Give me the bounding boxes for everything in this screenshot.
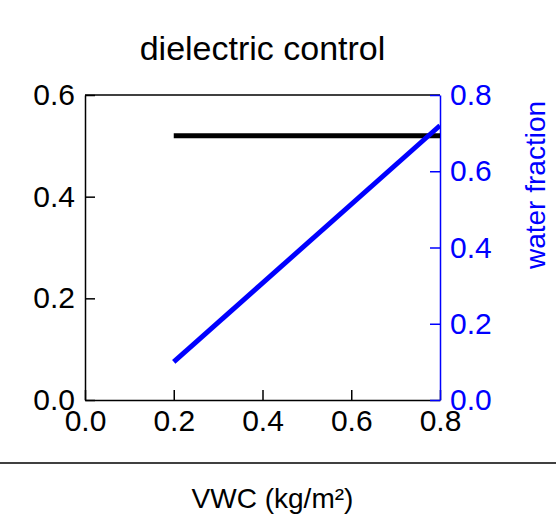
tick-label: 0.8 bbox=[450, 78, 492, 111]
y-axis: 0.0 0.2 0.4 0.6 bbox=[33, 78, 95, 416]
frame-top bbox=[85, 94, 440, 96]
plot: 0.00.20.40.60.80.00.20.40.60.00.20.40.60… bbox=[33, 78, 491, 437]
tick-mark bbox=[85, 400, 95, 402]
tick-mark bbox=[85, 95, 95, 97]
tick: 0.0 bbox=[33, 383, 95, 416]
tick-label: 0.2 bbox=[33, 281, 75, 314]
tick-label: 0.6 bbox=[33, 78, 75, 111]
x-axis: 0.00.20.40.60.8 bbox=[65, 390, 462, 437]
tick: 0.8 bbox=[430, 78, 492, 111]
y2-axis-title: water fraction bbox=[520, 101, 551, 270]
tick-label: 0.6 bbox=[450, 154, 492, 187]
tick: 0.4 bbox=[430, 231, 492, 264]
tick: 0.4 bbox=[242, 390, 284, 437]
tick-label: 0.4 bbox=[242, 404, 284, 437]
x-axis-title: VWC (kg/m²) bbox=[192, 483, 354, 514]
title: dielectric control bbox=[140, 29, 386, 67]
tick-mark bbox=[430, 171, 440, 173]
tick-mark bbox=[351, 390, 353, 400]
tick-mark bbox=[85, 196, 95, 198]
tick: 0.4 bbox=[33, 180, 95, 213]
tick: 0.2 bbox=[153, 390, 195, 437]
tick: 0.0 bbox=[430, 383, 492, 416]
line bbox=[174, 133, 440, 138]
tick: 0.6 bbox=[33, 78, 95, 111]
y-axis-line bbox=[85, 96, 87, 401]
tick-mark bbox=[430, 324, 440, 326]
tick-label: 0.0 bbox=[33, 383, 75, 416]
chart: 0.00.20.40.60.80.00.20.40.60.00.20.40.60… bbox=[0, 0, 556, 530]
tick-mark bbox=[430, 247, 440, 249]
tick-mark bbox=[430, 95, 440, 97]
tick-label: 0.4 bbox=[450, 231, 492, 264]
tick-mark bbox=[430, 400, 440, 402]
line bbox=[174, 126, 440, 362]
separator bbox=[0, 462, 556, 464]
tick-label: 0.6 bbox=[331, 404, 373, 437]
tick-label: 0.2 bbox=[153, 404, 195, 437]
tick: 0.2 bbox=[430, 307, 492, 340]
tick-label: 0.0 bbox=[450, 383, 492, 416]
lines bbox=[174, 126, 440, 362]
tick: 0.6 bbox=[331, 390, 373, 437]
tick-mark bbox=[174, 390, 176, 400]
tick-mark bbox=[85, 298, 95, 300]
tick-label: 0.2 bbox=[450, 307, 492, 340]
tick: 0.6 bbox=[430, 154, 492, 187]
tick-mark bbox=[262, 390, 264, 400]
tick: 0.2 bbox=[33, 281, 95, 314]
tick-label: 0.4 bbox=[33, 180, 75, 213]
